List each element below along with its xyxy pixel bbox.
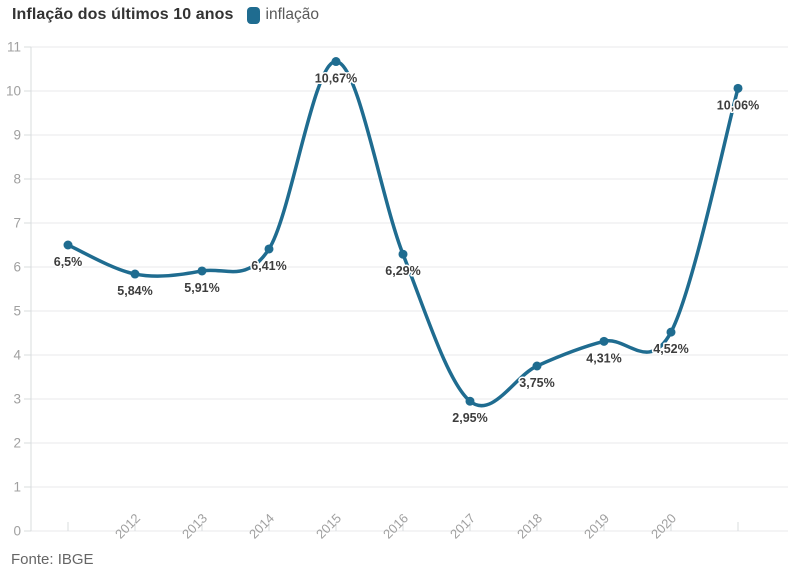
y-axis-label: 2: [13, 436, 21, 451]
data-point-label: 5,91%: [184, 281, 219, 295]
y-axis-label: 7: [13, 216, 21, 231]
data-point-label: 6,41%: [251, 259, 286, 273]
x-axis-label: 2013: [179, 511, 210, 542]
data-point-9[interactable]: [666, 327, 676, 337]
x-axis-label: 2019: [581, 511, 612, 542]
data-point-6[interactable]: [465, 396, 475, 406]
data-point-label: 10,06%: [717, 98, 759, 112]
x-axis-label: 2018: [514, 511, 545, 542]
y-axis-label: 1: [13, 480, 21, 495]
data-point-label: 4,31%: [586, 351, 621, 365]
x-axis-label: 2012: [112, 511, 143, 542]
data-point-label: 3,75%: [519, 376, 554, 390]
data-point-2[interactable]: [197, 266, 207, 276]
data-point-5[interactable]: [398, 249, 408, 259]
data-point-1[interactable]: [130, 269, 140, 279]
data-point-10[interactable]: [733, 83, 743, 93]
data-point-label: 5,84%: [117, 284, 152, 298]
data-point-4[interactable]: [331, 57, 341, 67]
y-axis-label: 3: [13, 392, 21, 407]
y-axis-label: 0: [13, 524, 21, 539]
data-point-3[interactable]: [264, 244, 274, 254]
y-axis-label: 11: [7, 40, 21, 55]
chart-title: Inflação dos últimos 10 anos: [12, 6, 234, 23]
y-axis-label: 8: [13, 172, 21, 187]
y-axis-label: 10: [6, 84, 21, 99]
legend-color-swatch-icon: [246, 6, 260, 24]
x-axis-label: 2016: [380, 511, 411, 542]
data-point-label: 4,52%: [653, 342, 688, 356]
legend-item-label: inflação: [265, 6, 319, 23]
data-point-8[interactable]: [599, 336, 609, 346]
data-point-label: 10,67%: [315, 72, 357, 86]
y-axis-label: 5: [13, 304, 21, 319]
data-point-label: 6,5%: [54, 255, 83, 269]
x-axis-label: 2015: [313, 511, 344, 542]
data-point-7[interactable]: [532, 361, 542, 371]
x-axis-label: 2014: [246, 511, 277, 542]
data-point-0[interactable]: [63, 240, 73, 250]
y-axis-label: 9: [13, 128, 21, 143]
x-axis-label: 2020: [648, 511, 679, 542]
legend-item-inflacao[interactable]: inflação: [246, 6, 319, 24]
data-point-label: 6,29%: [385, 264, 420, 278]
inflation-line: [66, 59, 740, 408]
data-point-label: 2,95%: [452, 411, 487, 425]
x-axis-label: 2017: [447, 511, 478, 542]
chart-header: Inflação dos últimos 10 anos inflação: [12, 6, 788, 24]
legend: inflação: [246, 6, 319, 24]
y-axis-label: 6: [13, 260, 21, 275]
source-note: Fonte: IBGE: [11, 551, 94, 568]
y-axis-label: 4: [13, 348, 21, 363]
